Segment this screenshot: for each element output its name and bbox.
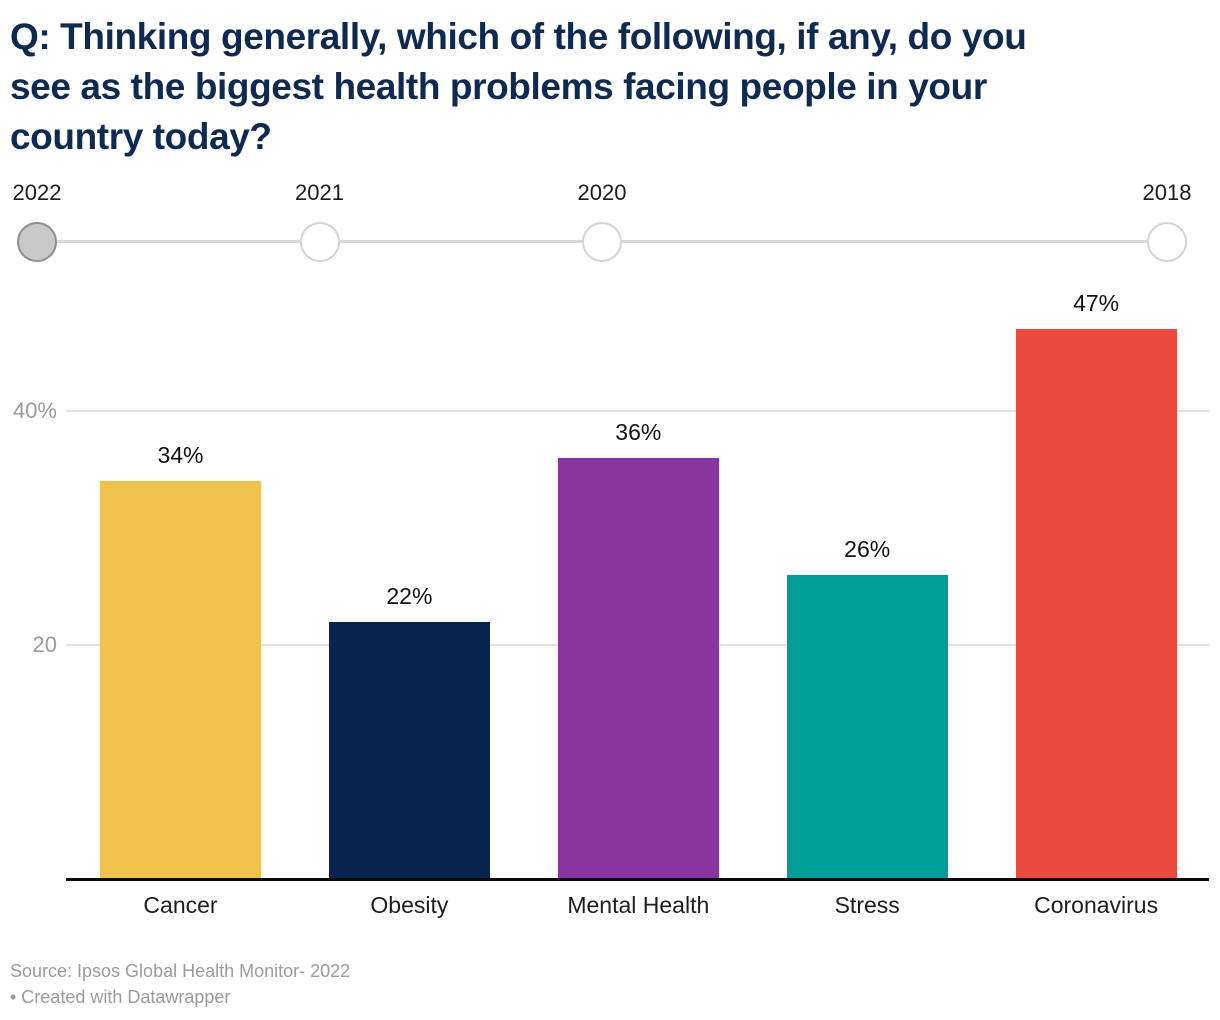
gridline-40	[66, 410, 1209, 412]
value-label-obesity: 22%	[386, 582, 433, 609]
category-label-cancer: Cancer	[143, 892, 218, 918]
bar-cancer[interactable]	[100, 481, 261, 879]
slider-year-label-2021[interactable]: 2021	[295, 180, 344, 205]
slider-handle-2022-selected[interactable]	[17, 222, 57, 262]
y-axis-tick-20: 20	[32, 632, 57, 657]
slider-year-label-2020[interactable]: 2020	[577, 180, 627, 205]
year-slider: 2022 2021 2020 2018	[0, 0, 1220, 290]
slider-year-label-2022[interactable]: 2022	[12, 180, 62, 205]
category-label-coronavirus: Coronavirus	[1034, 892, 1159, 918]
chart-footer: Source: Ipsos Global Health Monitor- 202…	[10, 958, 350, 1010]
source-note: Source: Ipsos Global Health Monitor- 202…	[10, 961, 351, 981]
y-axis-tick-40: 40%	[12, 398, 57, 423]
bar-coronavirus[interactable]	[1015, 329, 1177, 879]
bar-mental-health[interactable]	[557, 457, 719, 879]
slider-handle-2020[interactable]	[582, 222, 622, 262]
category-label-stress: Stress	[834, 892, 900, 918]
category-label-mental-health: Mental Health	[567, 892, 710, 918]
datawrapper-credit: • Created with Datawrapper	[10, 987, 231, 1007]
value-label-mental-health: 36%	[615, 418, 662, 445]
chart-title-line-2: see as the biggest health problems facin…	[10, 66, 987, 107]
slider-handle-2018[interactable]	[1147, 222, 1187, 262]
slider-handle-2021[interactable]	[299, 222, 340, 262]
chart-title: Q: Thinking generally, which of the foll…	[10, 12, 1210, 162]
value-label-cancer: 34%	[157, 442, 204, 469]
slider-year-label-2018[interactable]: 2018	[1142, 180, 1192, 205]
value-label-stress: 26%	[844, 535, 891, 562]
bar-stress[interactable]	[786, 574, 948, 879]
chart-title-line-1: Q: Thinking generally, which of the foll…	[10, 16, 1027, 57]
bar-obesity[interactable]	[328, 621, 490, 879]
value-label-coronavirus: 47%	[1073, 290, 1120, 317]
x-axis-line	[66, 878, 1209, 881]
category-label-obesity: Obesity	[370, 892, 449, 918]
chart-title-line-3: country today?	[10, 116, 272, 157]
